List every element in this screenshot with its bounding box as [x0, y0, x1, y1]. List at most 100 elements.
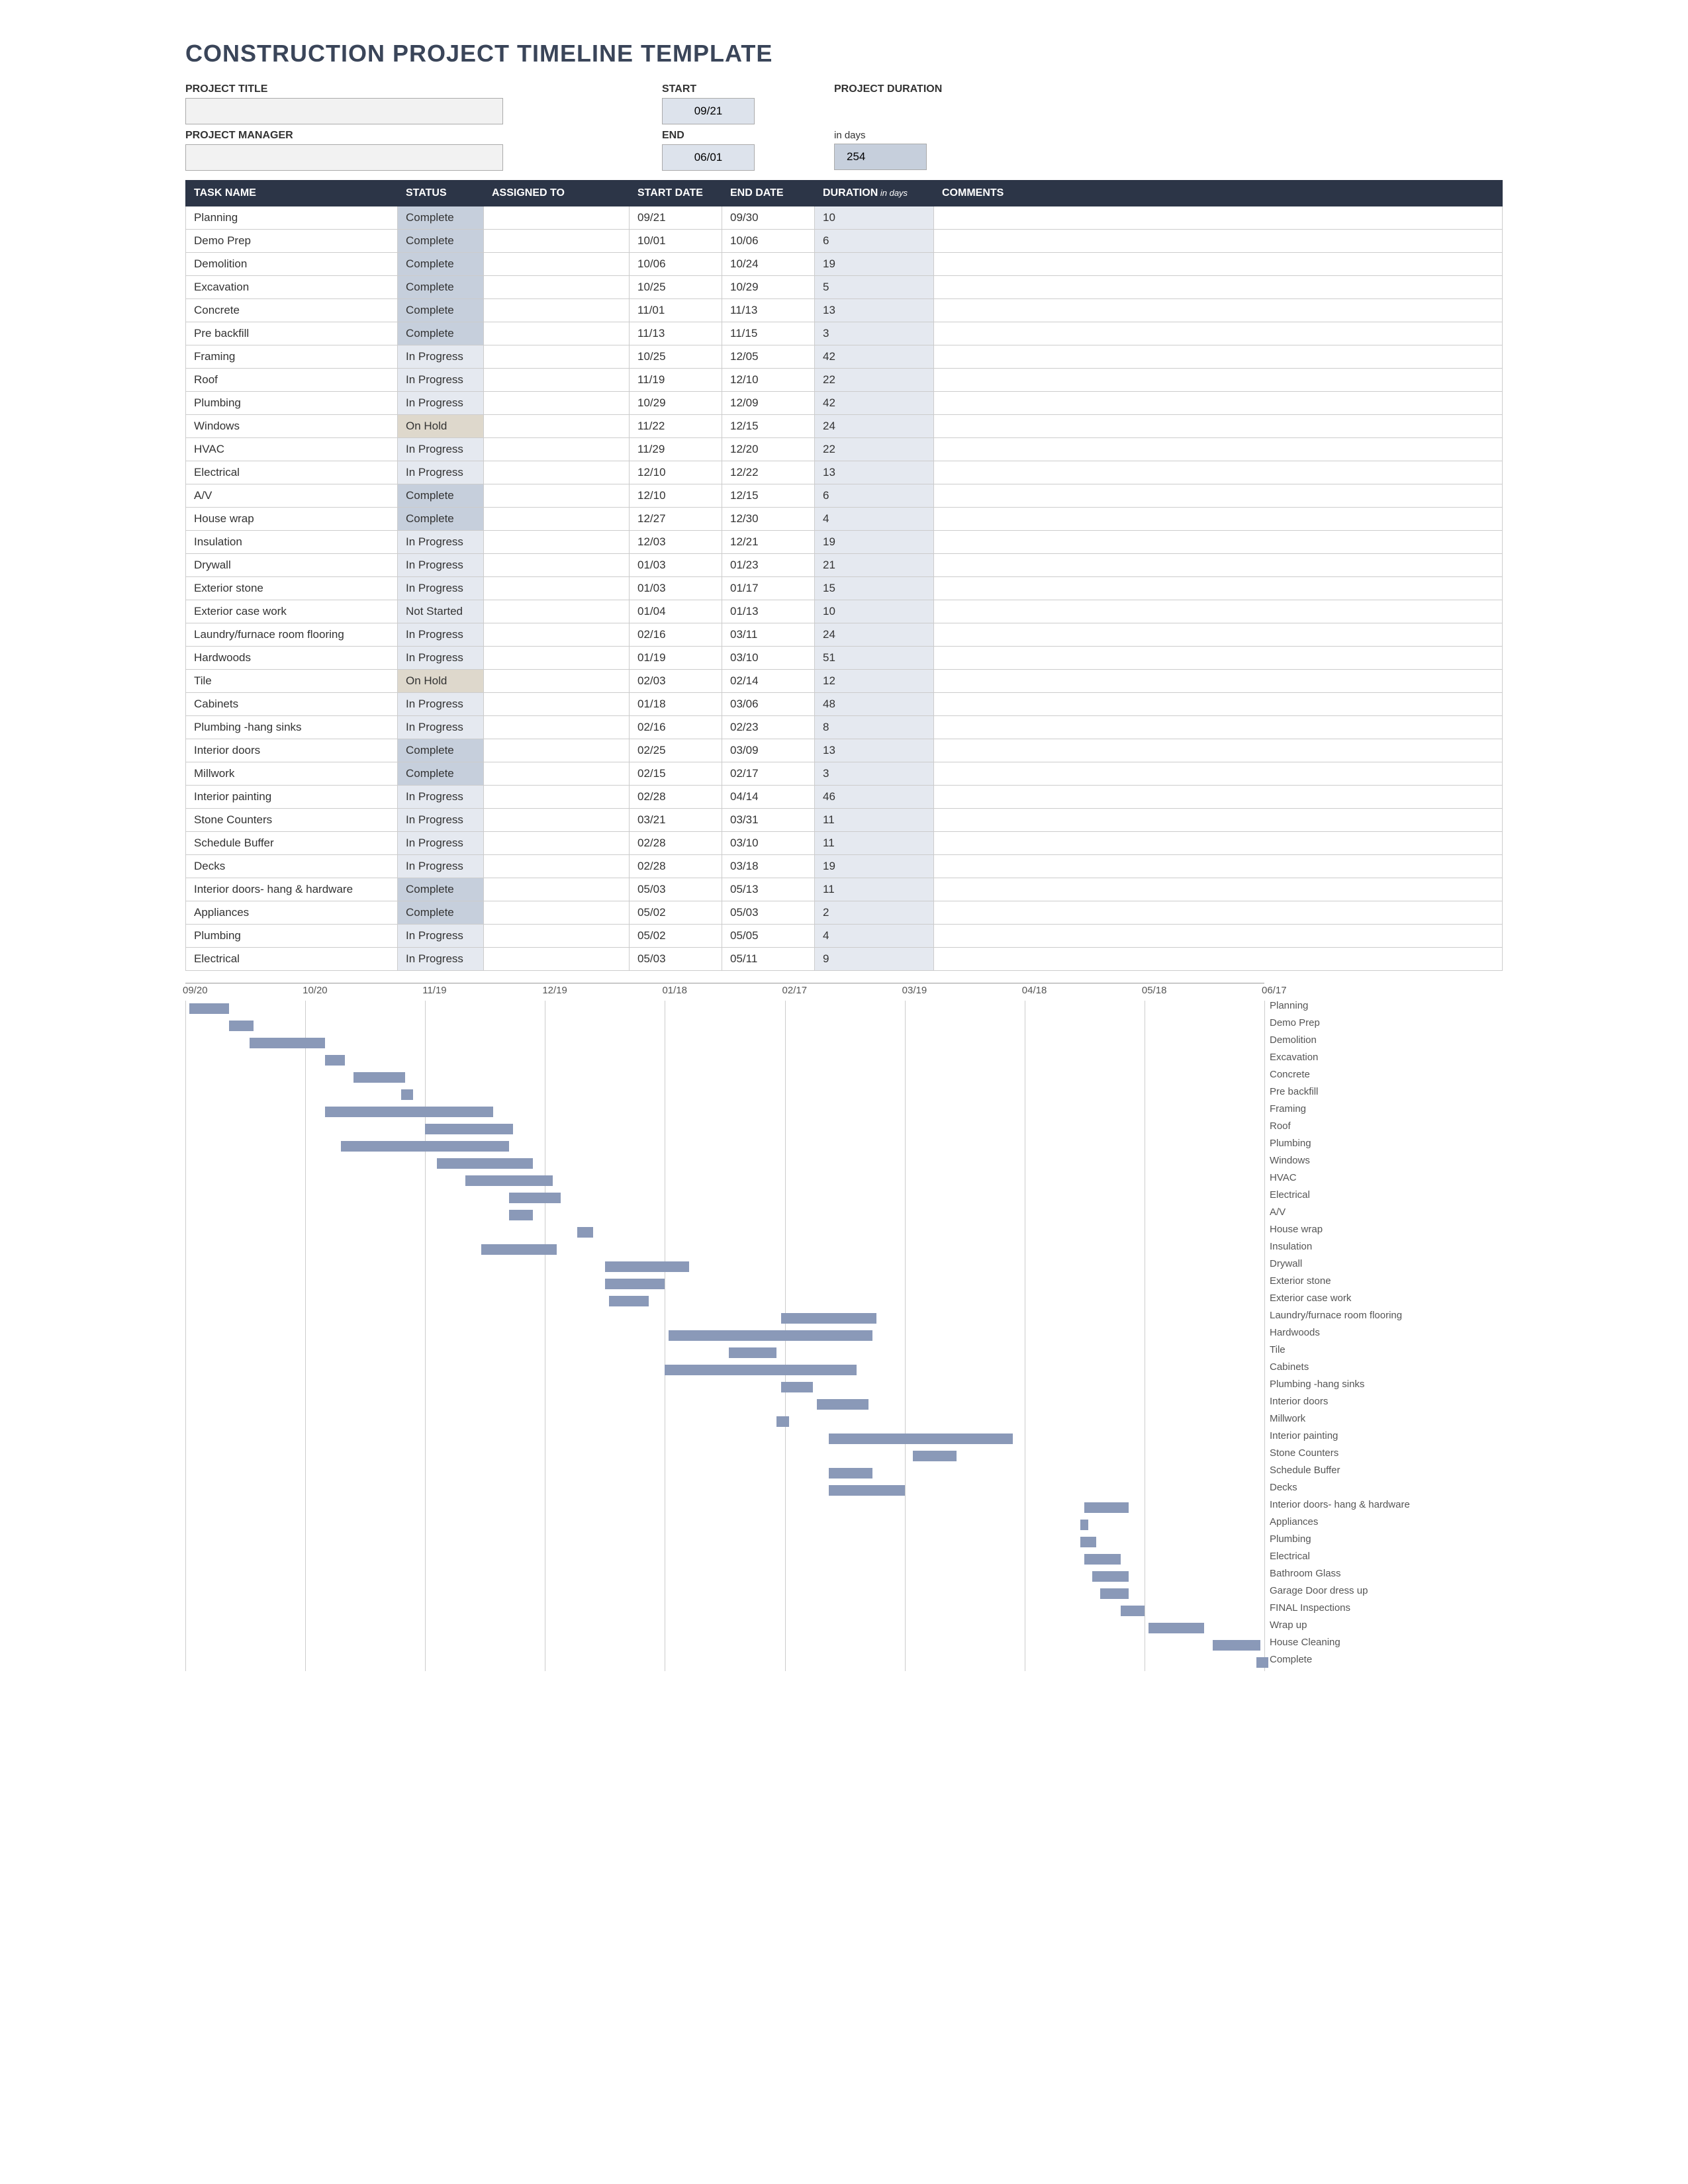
cell-status[interactable]: Complete: [398, 276, 484, 299]
cell-assigned[interactable]: [484, 739, 630, 762]
cell-assigned[interactable]: [484, 415, 630, 438]
cell-end[interactable]: 12/21: [722, 531, 815, 554]
cell-start[interactable]: 12/03: [630, 531, 722, 554]
cell-status[interactable]: In Progress: [398, 438, 484, 461]
cell-start[interactable]: 02/25: [630, 739, 722, 762]
cell-start[interactable]: 01/18: [630, 693, 722, 716]
cell-end[interactable]: 11/15: [722, 322, 815, 345]
cell-assigned[interactable]: [484, 299, 630, 322]
cell-status[interactable]: Complete: [398, 230, 484, 253]
cell-start[interactable]: 11/13: [630, 322, 722, 345]
cell-status[interactable]: Not Started: [398, 600, 484, 623]
cell-assigned[interactable]: [484, 623, 630, 647]
cell-name[interactable]: Exterior case work: [186, 600, 398, 623]
cell-status[interactable]: On Hold: [398, 670, 484, 693]
duration-input[interactable]: [834, 144, 927, 170]
cell-assigned[interactable]: [484, 206, 630, 230]
cell-assigned[interactable]: [484, 855, 630, 878]
cell-status[interactable]: Complete: [398, 206, 484, 230]
cell-assigned[interactable]: [484, 948, 630, 971]
cell-comments[interactable]: [934, 415, 1503, 438]
cell-status[interactable]: In Progress: [398, 623, 484, 647]
cell-status[interactable]: In Progress: [398, 809, 484, 832]
cell-start[interactable]: 11/22: [630, 415, 722, 438]
cell-comments[interactable]: [934, 832, 1503, 855]
cell-assigned[interactable]: [484, 554, 630, 577]
cell-assigned[interactable]: [484, 345, 630, 369]
cell-comments[interactable]: [934, 739, 1503, 762]
cell-start[interactable]: 02/28: [630, 786, 722, 809]
cell-start[interactable]: 11/29: [630, 438, 722, 461]
cell-duration[interactable]: 8: [815, 716, 934, 739]
cell-end[interactable]: 12/09: [722, 392, 815, 415]
cell-duration[interactable]: 15: [815, 577, 934, 600]
cell-comments[interactable]: [934, 901, 1503, 925]
cell-name[interactable]: Electrical: [186, 948, 398, 971]
cell-status[interactable]: In Progress: [398, 369, 484, 392]
cell-name[interactable]: Plumbing: [186, 925, 398, 948]
cell-name[interactable]: Windows: [186, 415, 398, 438]
cell-end[interactable]: 12/22: [722, 461, 815, 484]
cell-duration[interactable]: 5: [815, 276, 934, 299]
cell-assigned[interactable]: [484, 670, 630, 693]
cell-duration[interactable]: 11: [815, 878, 934, 901]
cell-name[interactable]: Concrete: [186, 299, 398, 322]
cell-name[interactable]: Cabinets: [186, 693, 398, 716]
cell-assigned[interactable]: [484, 392, 630, 415]
cell-end[interactable]: 03/10: [722, 832, 815, 855]
cell-duration[interactable]: 42: [815, 392, 934, 415]
cell-end[interactable]: 12/10: [722, 369, 815, 392]
cell-name[interactable]: Appliances: [186, 901, 398, 925]
cell-duration[interactable]: 10: [815, 600, 934, 623]
project-manager-input[interactable]: [185, 144, 503, 171]
cell-assigned[interactable]: [484, 925, 630, 948]
cell-name[interactable]: Electrical: [186, 461, 398, 484]
cell-start[interactable]: 10/25: [630, 345, 722, 369]
cell-assigned[interactable]: [484, 531, 630, 554]
cell-name[interactable]: Tile: [186, 670, 398, 693]
cell-assigned[interactable]: [484, 484, 630, 508]
cell-assigned[interactable]: [484, 253, 630, 276]
cell-status[interactable]: Complete: [398, 484, 484, 508]
cell-duration[interactable]: 48: [815, 693, 934, 716]
cell-name[interactable]: Interior doors- hang & hardware: [186, 878, 398, 901]
cell-end[interactable]: 12/30: [722, 508, 815, 531]
cell-duration[interactable]: 46: [815, 786, 934, 809]
cell-name[interactable]: Plumbing -hang sinks: [186, 716, 398, 739]
cell-comments[interactable]: [934, 299, 1503, 322]
cell-duration[interactable]: 21: [815, 554, 934, 577]
cell-duration[interactable]: 11: [815, 832, 934, 855]
cell-end[interactable]: 01/13: [722, 600, 815, 623]
cell-status[interactable]: In Progress: [398, 554, 484, 577]
cell-name[interactable]: Stone Counters: [186, 809, 398, 832]
cell-start[interactable]: 12/27: [630, 508, 722, 531]
cell-comments[interactable]: [934, 716, 1503, 739]
cell-start[interactable]: 01/04: [630, 600, 722, 623]
cell-name[interactable]: Hardwoods: [186, 647, 398, 670]
cell-name[interactable]: Excavation: [186, 276, 398, 299]
cell-status[interactable]: Complete: [398, 253, 484, 276]
cell-status[interactable]: In Progress: [398, 948, 484, 971]
cell-start[interactable]: 02/03: [630, 670, 722, 693]
cell-start[interactable]: 09/21: [630, 206, 722, 230]
cell-end[interactable]: 03/06: [722, 693, 815, 716]
cell-duration[interactable]: 19: [815, 531, 934, 554]
cell-start[interactable]: 11/01: [630, 299, 722, 322]
cell-duration[interactable]: 3: [815, 762, 934, 786]
cell-end[interactable]: 10/06: [722, 230, 815, 253]
cell-end[interactable]: 10/24: [722, 253, 815, 276]
cell-end[interactable]: 03/18: [722, 855, 815, 878]
cell-duration[interactable]: 3: [815, 322, 934, 345]
cell-end[interactable]: 01/17: [722, 577, 815, 600]
cell-duration[interactable]: 4: [815, 508, 934, 531]
cell-name[interactable]: Decks: [186, 855, 398, 878]
cell-comments[interactable]: [934, 600, 1503, 623]
cell-comments[interactable]: [934, 253, 1503, 276]
cell-status[interactable]: In Progress: [398, 716, 484, 739]
cell-assigned[interactable]: [484, 600, 630, 623]
cell-status[interactable]: In Progress: [398, 693, 484, 716]
cell-comments[interactable]: [934, 461, 1503, 484]
cell-assigned[interactable]: [484, 276, 630, 299]
cell-end[interactable]: 02/17: [722, 762, 815, 786]
cell-status[interactable]: In Progress: [398, 577, 484, 600]
